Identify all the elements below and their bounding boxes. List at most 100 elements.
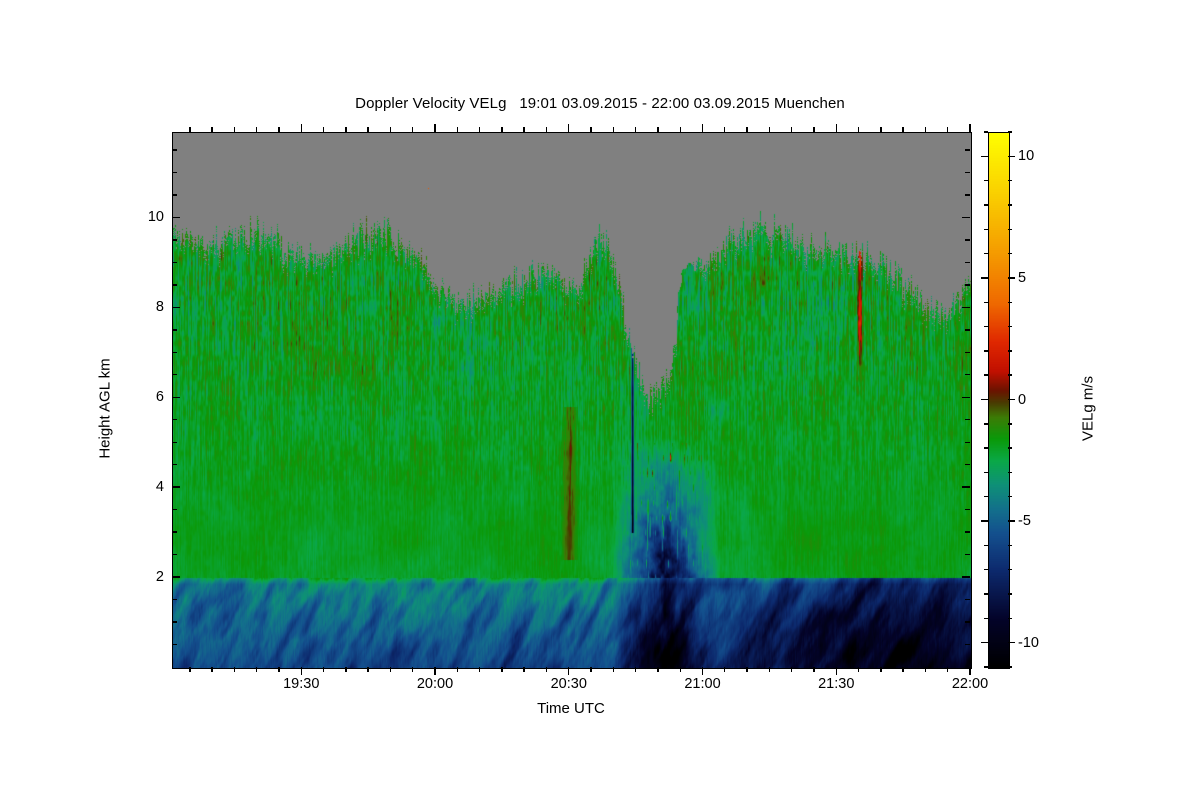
cb-tick-left — [984, 374, 988, 376]
x-tick-minor-top — [746, 127, 748, 132]
y-tick-minor-right — [965, 508, 970, 511]
x-tick-minor-top — [233, 127, 236, 132]
x-tick-minor-top — [634, 127, 637, 132]
y-tick-major — [172, 576, 180, 578]
x-tick-label: 20:00 — [416, 676, 454, 692]
x-tick-minor-top — [924, 127, 927, 132]
cb-tick-left — [984, 228, 988, 230]
cb-tick — [1008, 155, 1015, 157]
cb-tick — [1008, 423, 1012, 425]
y-tick-minor-right — [965, 553, 970, 556]
x-tick-label: 22:00 — [951, 676, 989, 692]
y-tick-minor — [172, 463, 177, 466]
colorbar — [988, 132, 1010, 669]
x-tick-major — [701, 667, 704, 675]
y-tick-minor-right — [965, 171, 970, 174]
x-tick-major — [300, 667, 302, 675]
y-tick-label: 6 — [155, 389, 164, 406]
x-tick-minor — [657, 667, 659, 672]
y-tick-minor-right — [965, 598, 970, 601]
y-tick-minor-right — [965, 463, 970, 466]
cb-tick-left — [981, 277, 988, 279]
y-tick-minor-right — [965, 261, 970, 264]
x-tick-minor — [345, 667, 347, 672]
cb-tick — [1008, 641, 1015, 644]
radar-plot-area — [172, 132, 972, 669]
x-tick-minor-top — [947, 127, 949, 132]
y-tick-label: 4 — [155, 479, 164, 496]
y-tick-minor — [172, 374, 177, 376]
y-tick-minor-right — [965, 194, 970, 196]
cb-tick — [1008, 544, 1012, 547]
x-tick-minor-top — [412, 127, 414, 132]
y-tick-minor-right — [965, 329, 970, 331]
y-tick-label: 2 — [155, 569, 164, 586]
x-tick-minor — [501, 667, 503, 672]
y-tick-minor-right — [965, 621, 970, 623]
cb-tick-left — [984, 131, 988, 133]
x-tick-minor-top — [255, 127, 258, 132]
y-tick-minor — [172, 351, 177, 353]
y-tick-minor — [172, 239, 177, 241]
x-tick-minor — [947, 667, 949, 672]
x-tick-minor — [857, 667, 860, 672]
cb-tick-left — [984, 666, 988, 668]
cb-tick — [1008, 374, 1012, 376]
x-tick-minor-top — [523, 127, 525, 132]
cb-tick — [1008, 617, 1012, 620]
x-tick-major-top — [835, 124, 837, 132]
cb-tick — [1008, 204, 1012, 206]
x-tick-major — [568, 667, 570, 675]
y-tick-major — [172, 396, 180, 398]
y-tick-minor-right — [965, 149, 970, 151]
cb-tick-left — [981, 641, 988, 644]
x-tick-minor — [880, 667, 882, 672]
x-tick-minor-top — [456, 127, 458, 132]
cb-tick — [1008, 350, 1012, 352]
cb-tick — [1008, 569, 1012, 571]
cb-tick-left — [981, 520, 988, 522]
x-tick-minor — [233, 667, 236, 672]
y-tick-label: 8 — [155, 299, 164, 316]
doppler-velocity-heatmap — [173, 133, 971, 668]
cb-tick-left — [984, 423, 988, 425]
cb-tick-left — [984, 593, 988, 595]
y-axis-title: Height AGL km — [96, 358, 114, 459]
y-tick-major — [172, 216, 180, 219]
cb-tick — [1008, 520, 1015, 522]
x-tick-minor-top — [322, 127, 325, 132]
y-tick-major — [172, 486, 180, 488]
x-tick-minor-top — [768, 127, 771, 132]
x-tick-major-top — [969, 124, 971, 132]
y-tick-major — [172, 306, 180, 309]
x-tick-minor — [211, 667, 213, 672]
cb-tick — [1008, 228, 1012, 230]
cb-tick-left — [984, 179, 988, 182]
x-tick-label: 21:30 — [818, 676, 855, 692]
y-tick-minor-right — [965, 441, 970, 443]
y-tick-minor-right — [965, 284, 970, 286]
y-tick-major-right — [962, 396, 970, 398]
cb-tick — [1008, 496, 1012, 498]
x-tick-minor-top — [367, 127, 369, 132]
y-tick-minor — [172, 171, 177, 174]
x-tick-minor — [790, 667, 793, 672]
x-tick-minor-top — [880, 127, 882, 132]
x-tick-minor — [924, 667, 927, 672]
cb-tick — [1008, 325, 1012, 328]
x-tick-minor — [545, 667, 548, 672]
colorbar-tick-label: 5 — [1018, 269, 1027, 286]
x-tick-minor — [322, 667, 325, 672]
x-tick-minor — [189, 667, 191, 672]
y-tick-minor-right — [965, 419, 970, 421]
x-tick-label: 19:30 — [283, 676, 320, 692]
y-tick-minor — [172, 621, 177, 623]
cb-tick — [1008, 666, 1012, 668]
cb-tick — [1008, 471, 1012, 474]
cb-tick-left — [984, 544, 988, 547]
y-tick-minor — [172, 261, 177, 264]
x-tick-minor-top — [612, 127, 615, 132]
cb-tick-left — [984, 325, 988, 328]
y-tick-minor-right — [965, 351, 970, 353]
x-tick-minor-top — [478, 127, 481, 132]
